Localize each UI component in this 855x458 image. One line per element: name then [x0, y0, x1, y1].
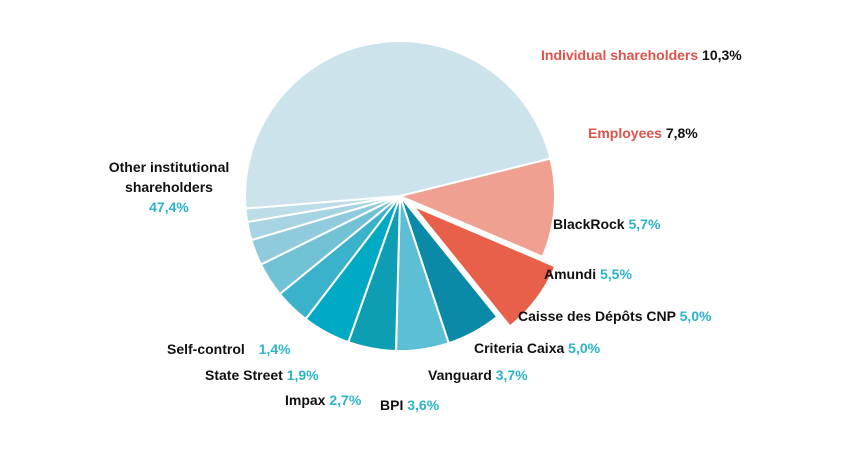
label-name: Individual shareholders [541, 47, 699, 63]
label-value: 2,7% [329, 392, 362, 408]
label-name: Amundi [544, 266, 597, 282]
label-blackrock: BlackRock 5,7% [553, 214, 660, 234]
label-amundi: Amundi 5,5% [544, 264, 632, 284]
label-employees: Employees 7,8% [588, 123, 698, 143]
label-value: 10,3% [702, 47, 742, 63]
label-criteria-caixa: Criteria Caixa 5,0% [474, 338, 600, 358]
label-individual-shareholders: Individual shareholders 10,3% [541, 45, 742, 65]
label-value: 47,4% [149, 199, 189, 215]
label-state-street: State Street 1,9% [205, 365, 319, 385]
label-name: Employees [588, 125, 662, 141]
label-name: Impax [285, 392, 326, 408]
label-value: 5,5% [600, 266, 632, 282]
label-name: Self-control [167, 341, 245, 357]
label-value: 3,6% [407, 397, 440, 413]
pie-slice-employees [411, 204, 557, 328]
label-name: BlackRock [553, 216, 625, 232]
label-value: 1,9% [286, 367, 319, 383]
label-value: 5,7% [628, 216, 661, 232]
label-name: Caisse des Dépôts CNP [518, 308, 676, 324]
label-vanguard: Vanguard 3,7% [428, 365, 528, 385]
label-value: 1,4% [258, 341, 291, 357]
pie-slice-other-institutional-shareholders [244, 39, 552, 210]
label-value: 7,8% [665, 125, 698, 141]
label-value: 5,0% [679, 308, 712, 324]
label-other-institutional: Other institutional shareholders 47,4% [84, 157, 254, 217]
label-value: 5,0% [568, 340, 601, 356]
label-caisse-des-depots: Caisse des Dépôts CNP 5,0% [518, 306, 712, 326]
label-impax: Impax 2,7% [285, 390, 361, 410]
label-bpi: BPI 3,6% [380, 395, 439, 415]
label-name-line-2: shareholders [125, 179, 213, 195]
label-name: State Street [205, 367, 283, 383]
label-name-line-1: Other institutional [108, 159, 230, 175]
label-name: BPI [380, 397, 404, 413]
label-self-control: Self-control 1,4% [167, 339, 291, 359]
label-value: 3,7% [495, 367, 528, 383]
pie-slice-individual-shareholders [399, 157, 556, 258]
label-name: Vanguard [428, 367, 492, 383]
label-name: Criteria Caixa [474, 340, 565, 356]
